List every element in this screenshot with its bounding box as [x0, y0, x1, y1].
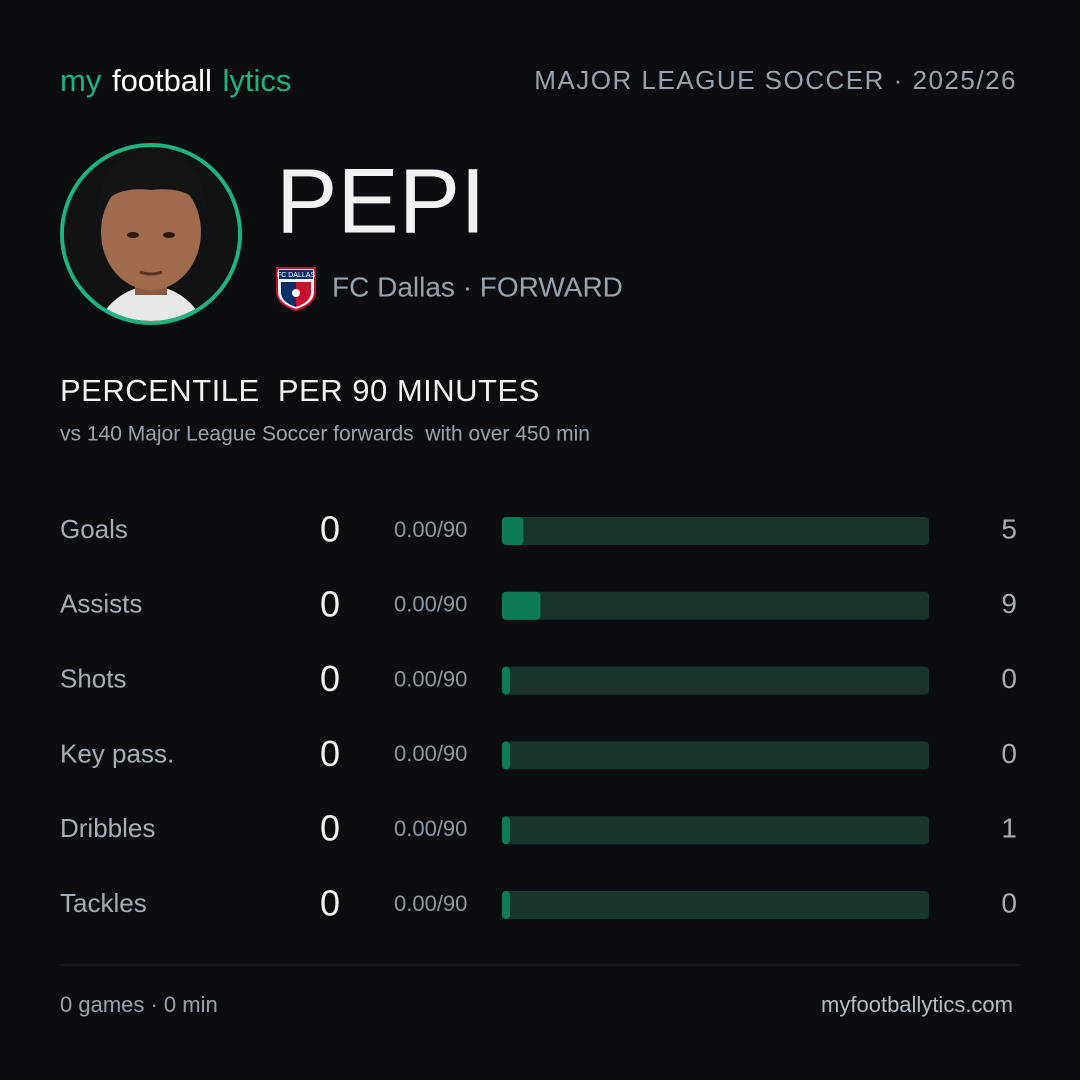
percentile: 0: [1001, 738, 1017, 769]
bar-track: [502, 816, 929, 845]
stat-label: Dribbles: [60, 813, 155, 843]
bar-fill: [502, 891, 510, 919]
bar-fill: [502, 666, 510, 695]
team-position: FC Dallas · FORWARD: [332, 271, 623, 302]
percentile: 5: [1001, 513, 1017, 544]
stat-per90: 0.00/90: [394, 517, 467, 542]
stat-label: Assists: [60, 589, 142, 619]
stat-label: Shots: [60, 663, 127, 693]
stat-value: 0: [320, 733, 340, 774]
stat-label: Key pass.: [60, 738, 174, 768]
stat-rows: Goals 0 0.00/90 5 Assists 0 0.00/90 9 Shots 0 0.00…: [60, 509, 1017, 924]
bar-fill: [502, 517, 524, 545]
stat-label: Tackles: [60, 888, 147, 918]
percentile: 0: [1001, 887, 1017, 918]
badge-text: FC DALLAS: [277, 272, 315, 279]
stat-value: 0: [320, 509, 340, 550]
bar-track: [502, 741, 929, 770]
bar-fill: [502, 741, 510, 770]
stat-label: Goals: [60, 514, 128, 544]
stat-value: 0: [320, 883, 340, 924]
stat-value: 0: [320, 658, 340, 699]
percentile: 1: [1001, 813, 1017, 844]
stat-value: 0: [320, 808, 340, 849]
section-title: PERCENTILE PER 90 MINUTES: [60, 373, 540, 408]
percentile: 0: [1001, 663, 1017, 694]
logo-part: my: [60, 63, 102, 98]
logo-part: football: [112, 63, 212, 98]
bar-track: [502, 891, 929, 919]
stat-per90: 0.00/90: [394, 666, 467, 691]
bar-track: [502, 591, 929, 620]
bar-fill: [502, 816, 510, 845]
bar-fill: [502, 591, 541, 620]
footer-stats: 0 games · 0 min: [60, 992, 218, 1017]
section-subtitle: vs 140 Major League Soccer forwards with…: [60, 423, 590, 446]
stat-value: 0: [320, 583, 340, 624]
bar-track: [502, 666, 929, 695]
footer-site: myfootballytics.com: [821, 992, 1013, 1017]
avatar: [60, 143, 242, 325]
logo: my football lytics: [60, 63, 291, 98]
club-badge: FC DALLAS: [276, 267, 316, 312]
stat-per90: 0.00/90: [394, 891, 467, 916]
player-name: PEPI: [276, 150, 486, 252]
stat-per90: 0.00/90: [394, 816, 467, 841]
competition: MAJOR LEAGUE SOCCER · 2025/26: [534, 65, 1017, 95]
stat-per90: 0.00/90: [394, 592, 467, 617]
bar-track: [502, 517, 929, 545]
stat-per90: 0.00/90: [394, 741, 467, 766]
logo-part: lytics: [223, 63, 292, 98]
percentile: 9: [1001, 588, 1017, 619]
